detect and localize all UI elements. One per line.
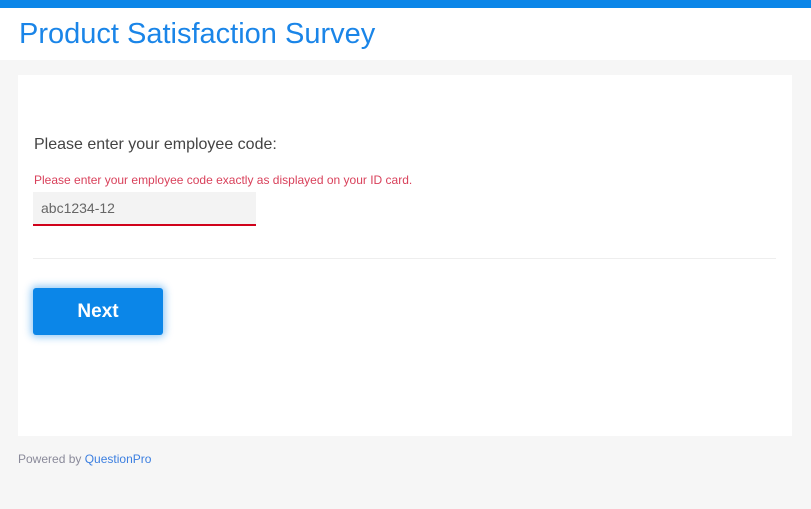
top-accent-bar	[0, 0, 811, 8]
page-title: Product Satisfaction Survey	[19, 18, 376, 50]
next-button[interactable]: Next	[33, 288, 163, 335]
header: Product Satisfaction Survey	[0, 8, 811, 60]
survey-card: Please enter your employee code: Please …	[18, 75, 792, 436]
divider	[33, 258, 776, 259]
questionpro-link[interactable]: QuestionPro	[84, 452, 152, 466]
validation-error: Please enter your employee code exactly …	[34, 173, 413, 187]
question-label: Please enter your employee code:	[34, 136, 277, 153]
powered-by-text: Powered by	[18, 452, 82, 466]
employee-code-input[interactable]	[33, 192, 256, 226]
footer: Powered by QuestionPro	[18, 452, 151, 466]
